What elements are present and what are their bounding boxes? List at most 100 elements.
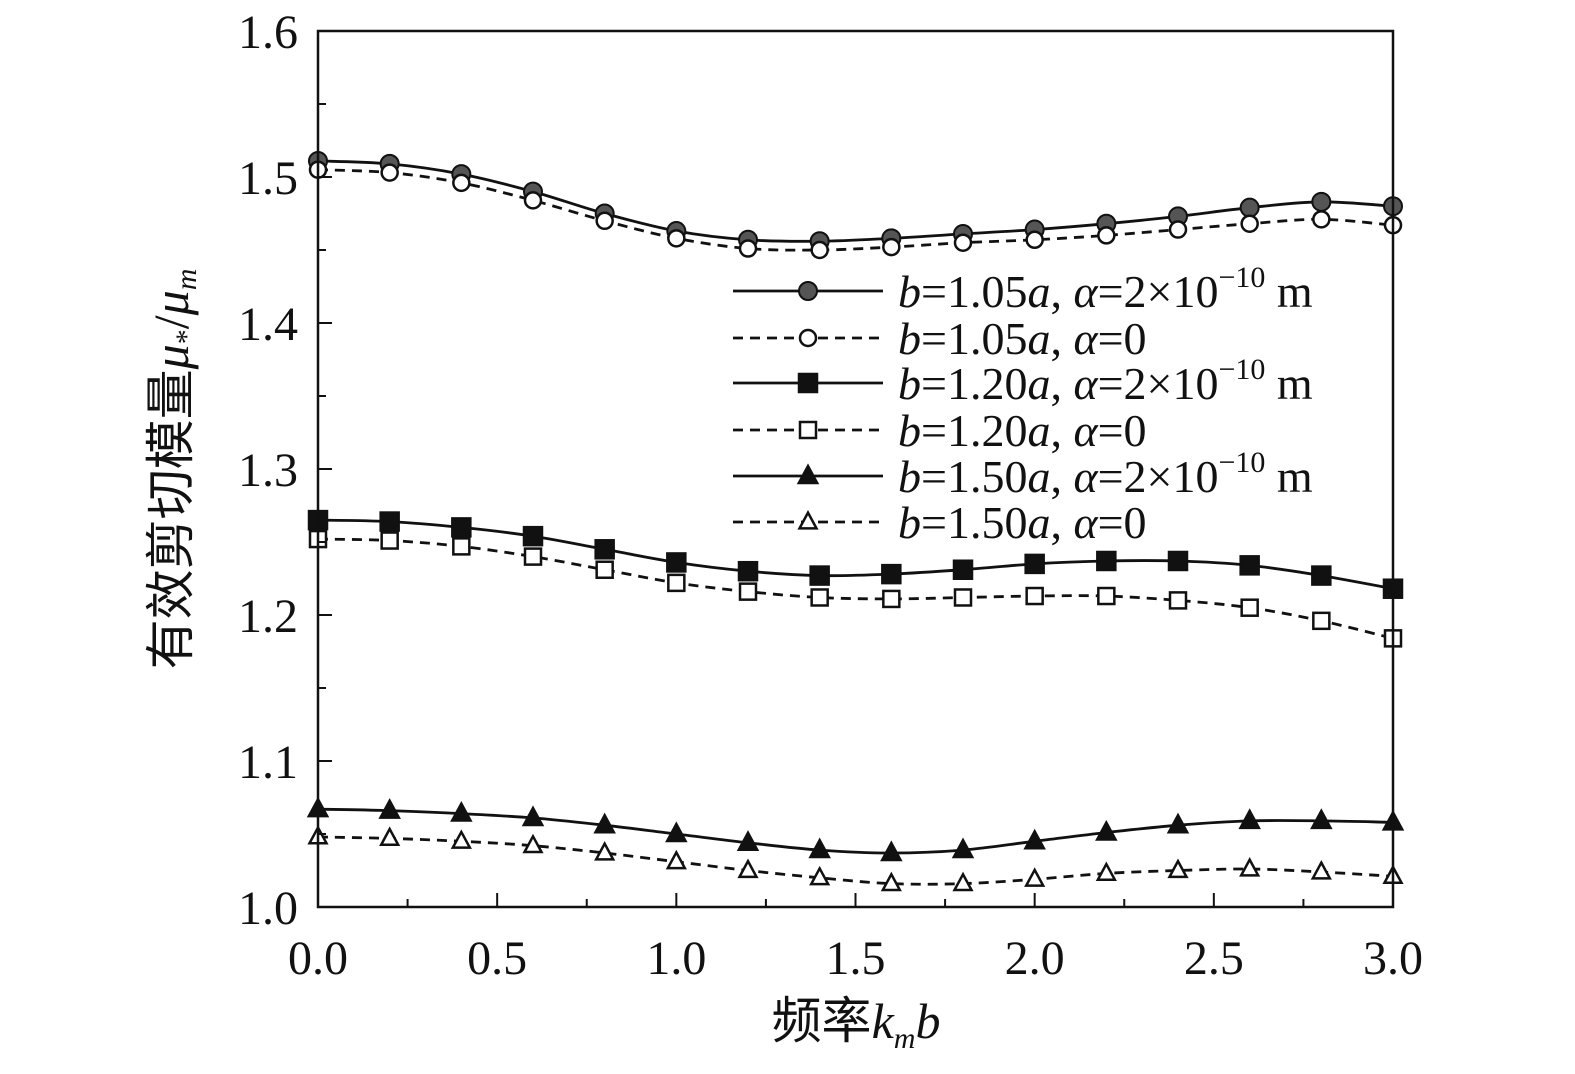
legend-label-part: b bbox=[898, 358, 921, 409]
series-point bbox=[1310, 808, 1333, 830]
y-tick-label: 1.6 bbox=[238, 6, 298, 59]
series-point bbox=[1167, 550, 1189, 572]
series-point bbox=[1168, 220, 1188, 239]
series-point bbox=[1097, 586, 1116, 606]
y-axis-title: 有效剪切模量μ*/μm bbox=[143, 269, 203, 670]
series-point bbox=[810, 240, 829, 260]
y-axis-title-mu-m-sub: m bbox=[170, 269, 203, 291]
legend-entry-3: b=1.20a, α=2×10−10 m bbox=[733, 353, 1313, 409]
legend-marker bbox=[797, 372, 819, 394]
series-point bbox=[665, 849, 687, 870]
legend-label-part: =1.20 bbox=[921, 405, 1027, 456]
y-tick-label: 1.3 bbox=[238, 444, 298, 497]
series-point bbox=[595, 211, 614, 231]
series-point bbox=[952, 559, 974, 580]
legend-label-part: α bbox=[1073, 451, 1098, 502]
series-point bbox=[881, 563, 902, 585]
legend-label-part: a bbox=[1027, 451, 1050, 502]
series-point bbox=[1167, 858, 1189, 879]
series-4 bbox=[308, 529, 1403, 648]
y-axis-title-mu-sub: * bbox=[170, 329, 203, 344]
legend-label-unit: m bbox=[1265, 266, 1313, 317]
series-point bbox=[1239, 197, 1260, 218]
series-point bbox=[665, 821, 688, 843]
series-point bbox=[523, 191, 543, 210]
legend-entry-5: b=1.50a, α=2×10−10 m bbox=[733, 446, 1313, 502]
series-line bbox=[317, 537, 1394, 640]
x-tick-label: 0.0 bbox=[288, 932, 348, 985]
legend-label-exponent: −10 bbox=[1219, 261, 1266, 294]
legend-label: b=1.20a, α=2×10−10 m bbox=[898, 353, 1313, 409]
legend-label-exponent: −10 bbox=[1219, 353, 1266, 386]
legend-label-part: a bbox=[1027, 266, 1050, 317]
y-axis-title-mu-m: μ bbox=[143, 290, 199, 316]
legend-label-part: , bbox=[1050, 313, 1073, 364]
legend-label-part: , bbox=[1050, 451, 1073, 502]
series-point bbox=[1240, 598, 1259, 617]
series-point bbox=[380, 531, 399, 550]
series-point bbox=[595, 560, 614, 579]
series-line bbox=[317, 835, 1394, 886]
legend-label-part: =1.05 bbox=[921, 313, 1027, 364]
series-point bbox=[594, 841, 616, 861]
series-point bbox=[1025, 586, 1044, 606]
series-point bbox=[1025, 230, 1044, 250]
series-point bbox=[1096, 550, 1117, 572]
legend-marker bbox=[798, 281, 818, 301]
series-point bbox=[450, 829, 472, 849]
series-line bbox=[317, 807, 1394, 855]
series-point bbox=[452, 537, 471, 556]
legend-label-part: α bbox=[1073, 266, 1098, 317]
legend-marker bbox=[798, 328, 818, 348]
x-tick-label: 2.0 bbox=[1005, 932, 1065, 985]
y-axis-title-prefix: 有效剪切模量 bbox=[143, 369, 199, 669]
plot-frame bbox=[316, 29, 1395, 909]
series-6 bbox=[307, 824, 1404, 892]
y-tick-label: 1.5 bbox=[238, 152, 298, 205]
series-line bbox=[317, 518, 1394, 591]
legend-label-part: b bbox=[898, 266, 921, 317]
legend-label-part: , bbox=[1050, 266, 1073, 317]
x-axis-title-prefix: 频率 bbox=[772, 993, 872, 1049]
legend-label-part: =1.20 bbox=[921, 358, 1027, 409]
series-point bbox=[1097, 226, 1116, 245]
series-5 bbox=[306, 796, 1405, 862]
series-line bbox=[317, 159, 1394, 243]
legend-label-part: =2×10 bbox=[1098, 358, 1219, 409]
series-point bbox=[450, 800, 473, 822]
legend-label: b=1.20a, α=0 bbox=[898, 405, 1147, 456]
series-point bbox=[738, 582, 758, 601]
x-axis-title-k: k bbox=[872, 993, 895, 1049]
series-point bbox=[808, 837, 831, 859]
series-point bbox=[953, 233, 973, 252]
series-point bbox=[737, 560, 759, 582]
legend-label-part: α bbox=[1073, 497, 1098, 548]
legend-label-part: =1.50 bbox=[921, 497, 1027, 548]
legend-marker bbox=[797, 510, 819, 530]
legend-label-part: =0 bbox=[1098, 405, 1147, 456]
y-tick-label: 1.2 bbox=[238, 590, 298, 643]
legend-label-part: =1.05 bbox=[921, 266, 1027, 317]
x-tick-label: 1.0 bbox=[646, 932, 706, 985]
legend-label-part: =1.50 bbox=[921, 451, 1027, 502]
legend-label: b=1.50a, α=0 bbox=[898, 497, 1147, 548]
legend-label-exponent: −10 bbox=[1219, 446, 1266, 479]
legend-label-part: b bbox=[898, 497, 921, 548]
series-point bbox=[1310, 859, 1332, 880]
legend-label-part: a bbox=[1027, 405, 1050, 456]
series-point bbox=[1023, 828, 1046, 850]
legend-label-part: , bbox=[1050, 497, 1073, 548]
series-point bbox=[951, 837, 975, 859]
series-point bbox=[1095, 861, 1117, 882]
series-point bbox=[1024, 553, 1045, 575]
series-point bbox=[953, 588, 973, 607]
series-point bbox=[1024, 867, 1046, 887]
y-tick-label: 1.4 bbox=[238, 298, 298, 351]
series-layer bbox=[306, 150, 1405, 892]
series-point bbox=[1238, 808, 1261, 830]
series-point bbox=[451, 517, 472, 538]
series-point bbox=[809, 865, 831, 886]
series-point bbox=[1095, 819, 1118, 841]
series-point bbox=[882, 237, 901, 257]
